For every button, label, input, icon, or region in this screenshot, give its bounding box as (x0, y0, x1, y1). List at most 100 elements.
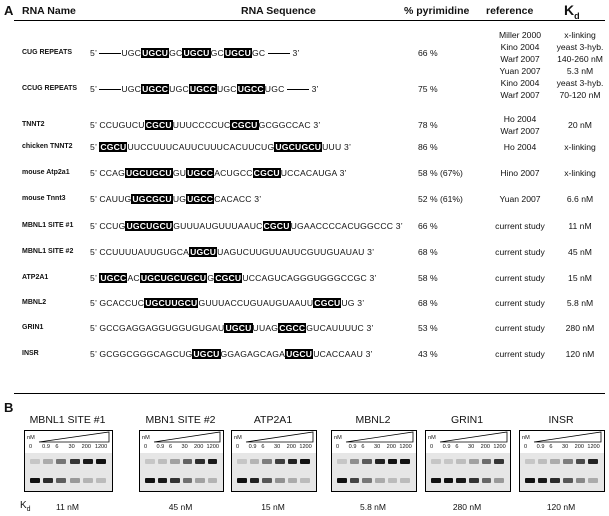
bound-band (207, 459, 217, 464)
lane-concentration: 30 (468, 444, 475, 450)
lane-concentration: 1200 (587, 444, 600, 450)
gel-kd-value: 45 nM (168, 502, 193, 512)
gel-image: nM 0 0.9 6 30 200 1200 (24, 430, 113, 492)
sequence-linker-line (287, 89, 310, 91)
bound-band (588, 459, 598, 464)
sequence-text: UUCCUUUCAUUCUUUCACUUCUG (127, 142, 275, 152)
gel-title: MBN1 SITE #2 (145, 414, 216, 426)
lane-concentration: 6 (261, 444, 265, 450)
lane-concentration: 0 (29, 444, 33, 450)
motif-highlight: CGCU (313, 298, 342, 308)
lane-concentration: 1200 (299, 444, 312, 450)
bound-band (182, 459, 192, 464)
pyrimidine-percent: 75 % (418, 84, 438, 94)
rna-sequence: 5’ CCUGUCUCGCUUUUCCCCUCCGCUGCGGCCAC 3’ (90, 120, 320, 130)
gel-kd-value: 5.8 nM (360, 502, 386, 512)
lane-concentration: 0 (144, 444, 148, 450)
pyrimidine-percent: 58 % (67%) (418, 168, 463, 178)
wedge-triangle (345, 431, 414, 443)
free-probe-band (237, 478, 247, 483)
lane-concentration: 0 (336, 444, 340, 450)
conc-unit-label: nM (27, 435, 35, 441)
header-kd-sub: d (574, 10, 580, 21)
wedge-triangle (245, 431, 314, 443)
bound-band (337, 459, 347, 464)
free-probe-band (30, 478, 41, 483)
concentration-wedge (533, 431, 602, 443)
bound-band (431, 459, 441, 464)
free-probe-band (537, 478, 548, 483)
lane-concentration: 200 (81, 444, 91, 450)
bound-band (69, 459, 80, 464)
kd-row-label: Kd (20, 500, 31, 513)
sequence-text: GU (172, 168, 187, 178)
bound-band (95, 459, 106, 464)
concentration-wedge (38, 431, 110, 443)
lane-concentration: 6 (55, 444, 59, 450)
sequence-linker-line (99, 53, 122, 55)
reference-citation: current study (495, 221, 545, 231)
bound-band (300, 459, 310, 464)
free-probe-band (207, 478, 217, 483)
sequence-text: GC (169, 48, 183, 58)
sequence-text: UUAG (252, 323, 279, 333)
rna-sequence: 5’ GCACCUCUGCUUGCUGUUUACCUGUAUGUAAUUCGCU… (90, 298, 364, 308)
lane-concentration: 0 (236, 444, 240, 450)
kd-value: yeast 3-hyb. (556, 42, 604, 52)
lane-concentration: 30 (374, 444, 381, 450)
bound-band (400, 459, 410, 464)
kd-value: 5.3 nM (566, 66, 594, 76)
rna-sequence: 5’ CAUUGUGCGCUUGUGCCCACACC 3’ (90, 194, 261, 204)
kd-value: 6.6 nM (566, 194, 594, 204)
pyrimidine-percent: 66 % (418, 221, 438, 231)
rna-sequence: 5’ UGCUGCCUGCUGCCUGCUGCCUGC 3’ (90, 84, 319, 94)
reference-citation: Yuan 2007 (499, 66, 541, 76)
sequence-text: 5’ (90, 142, 100, 152)
free-probe-band (195, 478, 205, 483)
gel-title: INSR (548, 414, 574, 426)
bound-band (443, 459, 454, 464)
sequence-text: 5’ CCUG (90, 221, 126, 231)
rna-name: CCUG REPEATS (22, 85, 78, 92)
kd-value: x-linking (564, 168, 596, 178)
gel-image: nM 0 0.9 6 30 200 1200 (519, 430, 605, 492)
sequence-text: 5’ GCCGAGGAGGUGGUGUGAU (90, 323, 225, 333)
sequence-text: GC (210, 48, 224, 58)
sequence-text: UGC (264, 84, 288, 94)
lane-concentration: 30 (68, 444, 75, 450)
header-rna-sequence: RNA Sequence (241, 5, 316, 17)
bound-band (56, 459, 67, 464)
sequence-text: 5’ GCACCUC (90, 298, 145, 308)
reference-citation: current study (495, 247, 545, 257)
pyrimidine-percent: 86 % (418, 142, 438, 152)
lane-concentration: 30 (274, 444, 281, 450)
pyrimidine-percent: 68 % (418, 298, 438, 308)
lane-concentration: 200 (386, 444, 396, 450)
reference-citation: Hino 2007 (500, 168, 540, 178)
rna-sequence: 5’ CCUGUGCUGCUGUUUAUGUUUAAUCCGCUUGAACCCC… (90, 221, 403, 231)
lane-concentration: 200 (574, 444, 584, 450)
bound-band (145, 459, 155, 464)
gel-title: ATP2A1 (253, 414, 293, 426)
header-rna-name: RNA Name (22, 5, 76, 17)
sequence-text: 5’ CCUUUUAUUGUGCA (90, 247, 190, 257)
conc-unit-label: nM (234, 435, 242, 441)
lane-concentration: 200 (286, 444, 296, 450)
sequence-text: GC (251, 48, 268, 58)
reference-citation: current study (495, 273, 545, 283)
lane-concentration: 6 (361, 444, 365, 450)
free-probe-band (82, 478, 93, 483)
motif-highlight: UGCC (186, 194, 215, 204)
free-probe-band (157, 478, 167, 483)
lane-concentration: 1200 (206, 444, 219, 450)
pyrimidine-percent: 52 % (61%) (418, 194, 463, 204)
free-probe-band (349, 478, 360, 483)
header-kd-main: K (564, 2, 575, 18)
free-probe-band (375, 478, 385, 483)
kd-row-label-main: K (20, 500, 27, 511)
motif-highlight: UGCU (224, 323, 253, 333)
rna-name: TNNT2 (22, 121, 45, 128)
conc-unit-label: nM (522, 435, 530, 441)
bound-band (262, 459, 272, 464)
rna-name: GRIN1 (22, 324, 44, 331)
